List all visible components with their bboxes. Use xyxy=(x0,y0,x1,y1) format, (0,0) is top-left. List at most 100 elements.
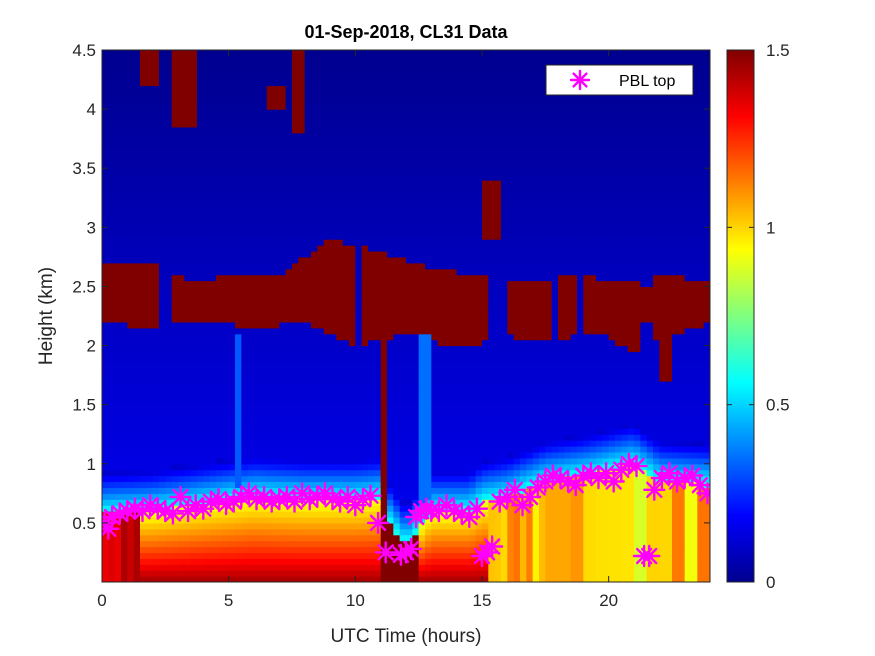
heatmap-cell xyxy=(361,534,369,542)
heatmap-cell xyxy=(146,398,154,406)
heatmap-cell xyxy=(209,475,217,483)
heatmap-cell xyxy=(235,375,242,382)
heatmap-cell xyxy=(209,120,217,128)
heatmap-cell xyxy=(121,576,128,582)
heatmap-cell xyxy=(425,79,432,87)
heatmap-cell xyxy=(184,457,192,465)
heatmap-cell xyxy=(342,250,350,258)
heatmap-cell xyxy=(387,363,394,370)
heatmap-cell xyxy=(292,345,299,353)
heatmap-cell xyxy=(266,481,274,489)
heatmap-cell xyxy=(349,363,356,370)
heatmap-cell xyxy=(304,280,312,288)
heatmap-cell xyxy=(418,215,426,223)
heatmap-cell xyxy=(254,475,261,483)
heatmap-cell xyxy=(311,274,318,282)
heatmap-cell xyxy=(241,138,249,146)
heatmap-cell xyxy=(165,327,173,335)
heatmap-cell xyxy=(380,345,388,353)
heatmap-cell xyxy=(228,280,236,288)
heatmap-cell xyxy=(121,162,128,169)
heatmap-cell xyxy=(266,50,274,57)
heatmap-cell xyxy=(121,286,128,293)
heatmap-cell xyxy=(361,440,369,447)
heatmap-cell xyxy=(171,274,179,282)
heatmap-cell xyxy=(399,369,407,376)
heatmap-cell xyxy=(311,268,318,276)
heatmap-cell xyxy=(260,79,268,87)
heatmap-cell xyxy=(222,570,230,577)
heatmap-cell xyxy=(228,109,236,116)
heatmap-cell xyxy=(241,239,249,246)
heatmap-cell xyxy=(279,138,287,146)
heatmap-cell xyxy=(342,451,350,459)
heatmap-cell xyxy=(146,534,154,542)
heatmap-cell xyxy=(108,132,116,140)
heatmap-cell xyxy=(190,203,198,211)
heatmap-cell xyxy=(190,97,198,104)
heatmap-cell xyxy=(425,327,432,335)
heatmap-cell xyxy=(209,357,217,364)
heatmap-cell xyxy=(190,487,198,494)
heatmap-cell xyxy=(298,144,306,152)
heatmap-cell xyxy=(190,262,198,270)
heatmap-cell xyxy=(298,150,306,157)
heatmap-cell xyxy=(184,345,192,353)
heatmap-cell xyxy=(159,109,166,116)
heatmap-cell xyxy=(146,103,154,110)
heatmap-cell xyxy=(260,386,268,394)
heatmap-cell xyxy=(380,416,388,423)
heatmap-cell xyxy=(146,363,154,370)
heatmap-cell xyxy=(412,469,420,477)
heatmap-cell xyxy=(437,475,445,483)
heatmap-cell xyxy=(108,209,116,217)
heatmap-cell xyxy=(209,50,217,57)
heatmap-cell xyxy=(380,463,388,471)
heatmap-cell xyxy=(399,475,407,483)
heatmap-cell xyxy=(355,558,363,565)
heatmap-cell xyxy=(273,540,280,548)
heatmap-cell xyxy=(228,233,236,240)
heatmap-cell xyxy=(374,144,382,152)
heatmap-cell xyxy=(266,191,274,199)
heatmap-cell xyxy=(190,250,198,258)
heatmap-cell xyxy=(197,333,204,341)
heatmap-cell xyxy=(431,351,439,358)
heatmap-cell xyxy=(247,115,255,122)
heatmap-cell xyxy=(247,144,255,152)
heatmap-cell xyxy=(222,404,230,412)
heatmap-cell xyxy=(399,115,407,122)
heatmap-cell xyxy=(266,250,274,258)
heatmap-cell xyxy=(146,528,154,536)
heatmap-cell xyxy=(431,67,439,75)
heatmap-cell xyxy=(437,55,445,63)
heatmap-cell xyxy=(171,209,179,217)
heatmap-cell xyxy=(431,233,439,240)
heatmap-cell xyxy=(203,215,211,223)
heatmap-cell xyxy=(279,227,287,234)
heatmap-cell xyxy=(133,440,141,447)
heatmap-cell xyxy=(380,103,388,110)
heatmap-cell xyxy=(216,162,223,169)
heatmap-cell xyxy=(102,138,109,146)
heatmap-cell xyxy=(361,357,369,364)
heatmap-cell xyxy=(431,168,439,175)
heatmap-cell xyxy=(425,487,432,494)
heatmap-cell xyxy=(374,298,382,305)
heatmap-cell xyxy=(342,558,350,565)
heatmap-cell xyxy=(114,138,122,146)
heatmap-cell xyxy=(361,345,369,353)
heatmap-cell xyxy=(121,564,128,571)
heatmap-cell xyxy=(374,85,382,92)
heatmap-cell xyxy=(393,333,401,341)
heatmap-cell xyxy=(241,79,249,87)
heatmap-cell xyxy=(317,469,325,477)
heatmap-cell xyxy=(190,256,198,264)
heatmap-cell xyxy=(298,221,306,228)
heatmap-cell xyxy=(254,245,261,252)
heatmap-cell xyxy=(165,120,173,128)
heatmap-cell xyxy=(133,245,141,252)
heatmap-cell xyxy=(374,138,382,146)
heatmap-cell xyxy=(374,576,382,582)
heatmap-cell xyxy=(418,410,426,418)
